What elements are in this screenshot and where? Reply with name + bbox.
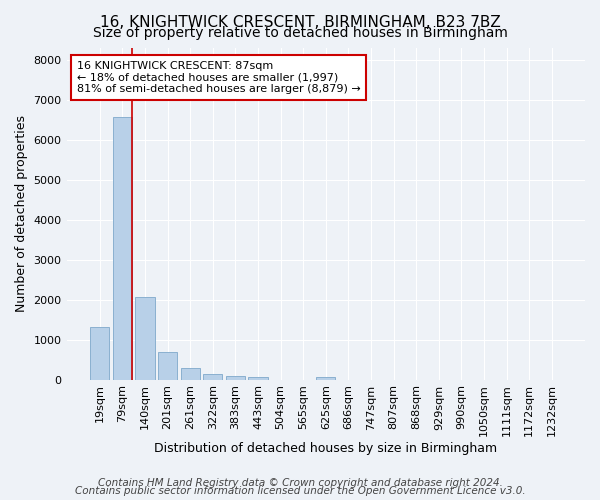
Text: 16 KNIGHTWICK CRESCENT: 87sqm
← 18% of detached houses are smaller (1,997)
81% o: 16 KNIGHTWICK CRESCENT: 87sqm ← 18% of d… bbox=[77, 61, 361, 94]
Bar bbox=[113, 116, 132, 380]
Bar bbox=[158, 352, 177, 380]
Text: Contains public sector information licensed under the Open Government Licence v3: Contains public sector information licen… bbox=[74, 486, 526, 496]
Text: Size of property relative to detached houses in Birmingham: Size of property relative to detached ho… bbox=[92, 26, 508, 40]
Bar bbox=[248, 377, 268, 380]
Text: Contains HM Land Registry data © Crown copyright and database right 2024.: Contains HM Land Registry data © Crown c… bbox=[98, 478, 502, 488]
Y-axis label: Number of detached properties: Number of detached properties bbox=[15, 115, 28, 312]
Bar bbox=[203, 374, 223, 380]
X-axis label: Distribution of detached houses by size in Birmingham: Distribution of detached houses by size … bbox=[154, 442, 497, 455]
Bar bbox=[316, 377, 335, 380]
Text: 16, KNIGHTWICK CRESCENT, BIRMINGHAM, B23 7BZ: 16, KNIGHTWICK CRESCENT, BIRMINGHAM, B23… bbox=[100, 15, 500, 30]
Bar bbox=[90, 327, 109, 380]
Bar bbox=[181, 368, 200, 380]
Bar bbox=[136, 297, 155, 380]
Bar bbox=[226, 376, 245, 380]
